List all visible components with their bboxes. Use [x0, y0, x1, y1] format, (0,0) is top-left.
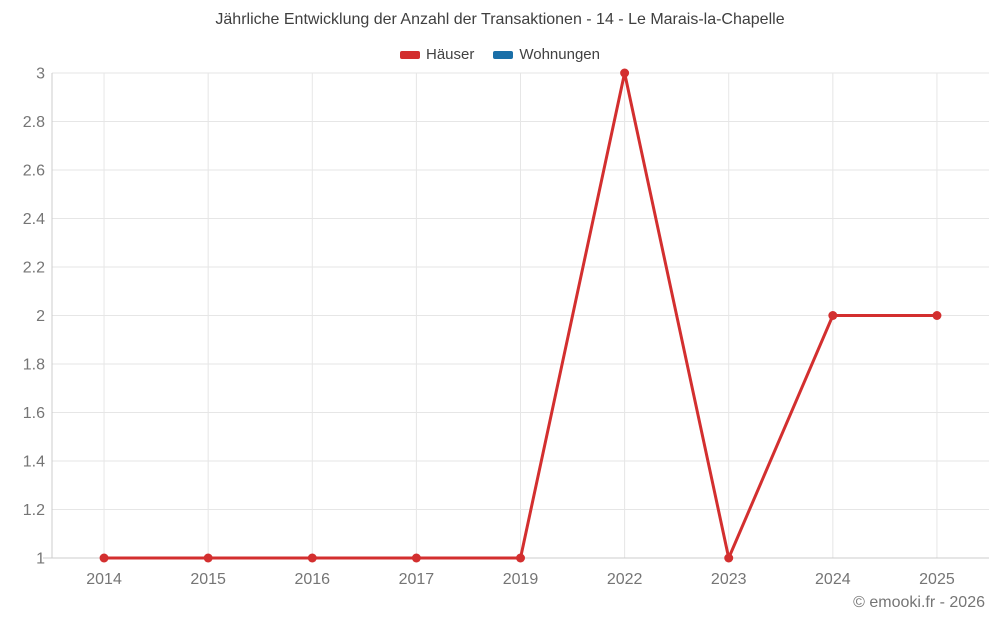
x-axis-tick-label: 2024 [815, 571, 851, 588]
x-axis-tick-label: 2016 [294, 571, 330, 588]
y-axis-tick-label: 2.6 [23, 163, 45, 180]
y-axis-tick-label: 2.2 [23, 260, 45, 277]
data-point-hauser-2019 [516, 553, 525, 563]
x-axis-tick-label: 2022 [607, 571, 643, 588]
data-point-hauser-2023 [724, 553, 734, 563]
x-axis-tick-label: 2025 [919, 571, 955, 588]
x-axis-tick-label: 2014 [86, 571, 122, 588]
legend-item-wohnungen: Wohnungen [493, 46, 600, 63]
y-axis-tick-label: 1 [36, 551, 45, 568]
data-point-hauser-2016 [307, 553, 317, 563]
y-axis-tick-label: 2.4 [23, 211, 45, 228]
legend-label-wohnungen: Wohnungen [519, 46, 600, 63]
chart-title: Jährliche Entwicklung der Anzahl der Tra… [215, 11, 785, 28]
copyright: © emooki.fr - 2026 [853, 594, 985, 611]
x-axis-tick-label: 2019 [503, 571, 539, 588]
data-point-hauser-2017 [411, 553, 421, 563]
y-axis-tick-label: 2 [36, 308, 45, 325]
y-axis-tick-label: 1.8 [23, 357, 45, 374]
x-axis-tick-label: 2017 [399, 571, 435, 588]
data-point-hauser-2024 [828, 311, 838, 320]
legend-swatch-hauser [400, 50, 420, 59]
data-point-hauser-2025 [932, 311, 942, 320]
y-axis-tick-label: 1.4 [23, 454, 45, 471]
y-axis-tick-label: 1.2 [23, 502, 45, 519]
x-axis-tick-label: 2023 [711, 571, 747, 588]
data-point-hauser-2014 [99, 553, 109, 563]
legend-item-hauser: Häuser [400, 46, 474, 63]
chart-legend: Häuser Wohnungen [0, 46, 1000, 63]
data-point-hauser-2015 [203, 553, 213, 563]
y-axis-tick-label: 2.8 [23, 114, 45, 131]
y-axis-tick-label: 1.6 [23, 405, 45, 422]
legend-label-hauser: Häuser [426, 46, 475, 63]
y-axis-tick-label: 3 [36, 66, 45, 83]
data-point-hauser-2022 [620, 68, 630, 78]
legend-swatch-wohnungen [493, 50, 514, 59]
x-axis-tick-label: 2015 [190, 571, 226, 588]
